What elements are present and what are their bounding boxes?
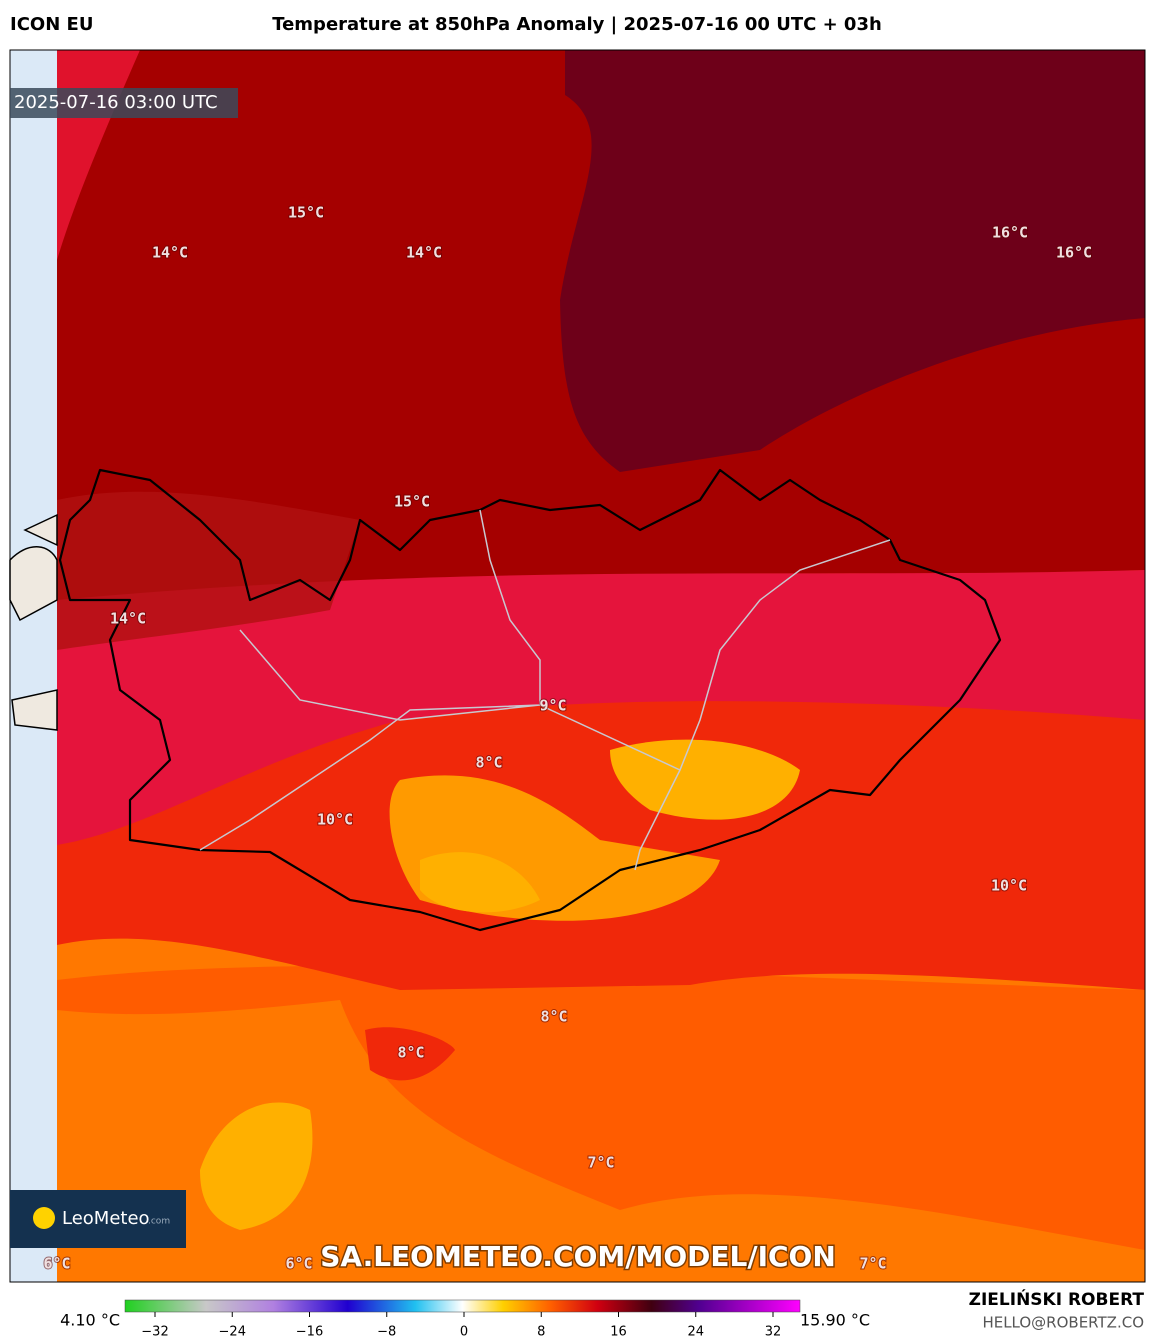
contour-label: 9°C — [539, 697, 566, 715]
contour-label: 15°C — [394, 493, 430, 511]
colorbar-tick-label: −8 — [377, 1325, 396, 1340]
contour-label: 8°C — [475, 754, 502, 772]
contour-label: 10°C — [991, 877, 1027, 895]
contour-label: 15°C — [288, 204, 324, 222]
colorbar-tick-label: 16 — [610, 1325, 627, 1340]
colorbar — [124, 1299, 801, 1313]
email: HELLO@ROBERTZ.CO — [982, 1314, 1144, 1332]
colorbar-tick-label: 32 — [765, 1325, 782, 1340]
colorbar-tick-label: −32 — [141, 1325, 168, 1340]
colorbar-tick-label: −24 — [219, 1325, 246, 1340]
author: ZIELIŃSKI ROBERT — [969, 1288, 1145, 1310]
contour-label: 7°C — [859, 1255, 886, 1273]
contour-label: 16°C — [992, 224, 1028, 242]
contour-label: 14°C — [152, 244, 188, 262]
contour-label: 8°C — [397, 1044, 424, 1062]
colorbar-tick-label: −16 — [296, 1325, 323, 1340]
contour-label: 16°C — [1056, 244, 1092, 262]
title: Temperature at 850hPa Anomaly | 2025-07-… — [272, 14, 882, 35]
logo-suffix: .com — [148, 1217, 170, 1227]
colorbar-max: 15.90 °C — [800, 1311, 870, 1330]
watermark: SA.LEOMETEO.COM/MODEL/ICON — [320, 1240, 836, 1273]
contour-label: 10°C — [317, 811, 353, 829]
contour-label: 7°C — [587, 1154, 614, 1172]
timestamp: 2025-07-16 03:00 UTC — [14, 92, 218, 113]
contour-label: 14°C — [110, 610, 146, 628]
colorbar-min: 4.10 °C — [60, 1311, 120, 1330]
model-name: ICON EU — [10, 14, 93, 35]
colorbar-tick-label: 8 — [537, 1325, 545, 1340]
colorbar-tick-label: 0 — [460, 1325, 468, 1340]
contour-label: 6°C — [285, 1255, 312, 1273]
colorbar-tick-label: 24 — [687, 1325, 704, 1340]
contour-label: 8°C — [540, 1008, 567, 1026]
contour-label: 14°C — [406, 244, 442, 262]
contour-labels: 15°C 14°C 14°C 16°C 16°C 15°C 14°C 9°C 8°C 10°C 10… — [42, 203, 1093, 1274]
logo-name: LeoMeteo — [62, 1208, 150, 1229]
colorbar-ticks: −32 −24 −16 −8 0 8 16 24 32 — [141, 1312, 782, 1340]
map: 2025-07-16 03:00 UTC LeoMeteo .com SA.LE… — [9, 49, 1146, 1283]
contour-label: 6°C — [43, 1255, 70, 1273]
